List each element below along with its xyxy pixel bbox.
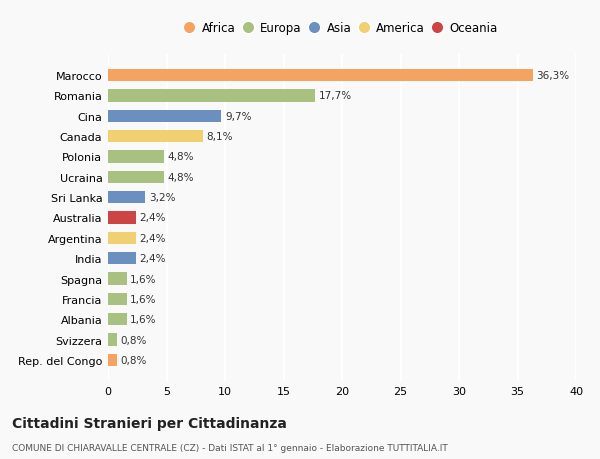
Bar — [108, 192, 145, 204]
Bar — [108, 334, 118, 346]
Text: 1,6%: 1,6% — [130, 314, 157, 325]
Bar — [108, 70, 533, 82]
Bar — [108, 111, 221, 123]
Bar — [108, 313, 127, 325]
Bar — [108, 90, 315, 102]
Text: 2,4%: 2,4% — [140, 233, 166, 243]
Text: 4,8%: 4,8% — [167, 152, 194, 162]
Bar — [108, 171, 164, 184]
Text: 1,6%: 1,6% — [130, 294, 157, 304]
Text: 3,2%: 3,2% — [149, 193, 175, 203]
Bar — [108, 232, 136, 244]
Text: Cittadini Stranieri per Cittadinanza: Cittadini Stranieri per Cittadinanza — [12, 416, 287, 430]
Bar — [108, 293, 127, 305]
Text: 4,8%: 4,8% — [167, 173, 194, 182]
Text: 2,4%: 2,4% — [140, 254, 166, 263]
Text: 2,4%: 2,4% — [140, 213, 166, 223]
Text: 17,7%: 17,7% — [319, 91, 352, 101]
Bar — [108, 212, 136, 224]
Text: 0,8%: 0,8% — [121, 355, 147, 365]
Text: 1,6%: 1,6% — [130, 274, 157, 284]
Text: 9,7%: 9,7% — [225, 112, 251, 122]
Text: COMUNE DI CHIARAVALLE CENTRALE (CZ) - Dati ISTAT al 1° gennaio - Elaborazione TU: COMUNE DI CHIARAVALLE CENTRALE (CZ) - Da… — [12, 443, 448, 452]
Bar — [108, 252, 136, 265]
Bar — [108, 151, 164, 163]
Bar — [108, 131, 203, 143]
Text: 0,8%: 0,8% — [121, 335, 147, 345]
Legend: Africa, Europa, Asia, America, Oceania: Africa, Europa, Asia, America, Oceania — [183, 19, 501, 39]
Text: 8,1%: 8,1% — [206, 132, 233, 142]
Bar — [108, 354, 118, 366]
Bar — [108, 273, 127, 285]
Text: 36,3%: 36,3% — [536, 71, 569, 81]
